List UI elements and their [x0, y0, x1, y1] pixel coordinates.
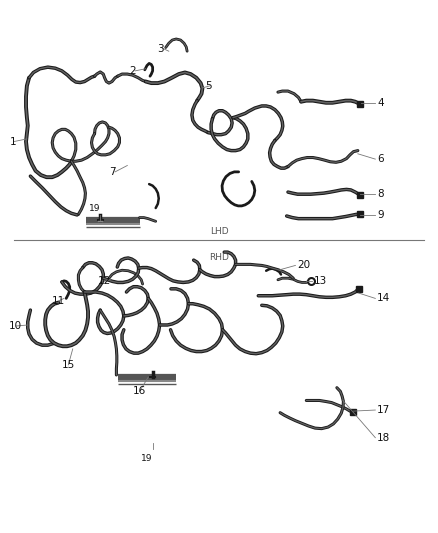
Text: 15: 15 — [62, 360, 75, 370]
Text: 13: 13 — [314, 277, 328, 286]
Text: 12: 12 — [98, 277, 111, 286]
Text: 8: 8 — [377, 189, 384, 199]
Text: 17: 17 — [377, 405, 390, 415]
Text: 4: 4 — [377, 98, 384, 108]
Text: 20: 20 — [297, 261, 311, 270]
Text: 18: 18 — [377, 433, 390, 443]
Text: 6: 6 — [377, 154, 384, 164]
Text: 19: 19 — [89, 204, 100, 213]
Text: 1: 1 — [10, 136, 16, 147]
Text: 10: 10 — [9, 321, 21, 331]
Text: 9: 9 — [377, 211, 384, 221]
Text: RHD: RHD — [209, 253, 229, 262]
Text: 19: 19 — [141, 454, 153, 463]
Text: 5: 5 — [205, 81, 212, 91]
Text: 3: 3 — [157, 44, 164, 53]
Text: 2: 2 — [130, 66, 136, 76]
Text: 16: 16 — [133, 386, 146, 397]
Text: 7: 7 — [109, 167, 116, 177]
Text: LHD: LHD — [210, 227, 228, 236]
Text: 11: 11 — [52, 296, 65, 306]
Text: 14: 14 — [377, 293, 390, 303]
